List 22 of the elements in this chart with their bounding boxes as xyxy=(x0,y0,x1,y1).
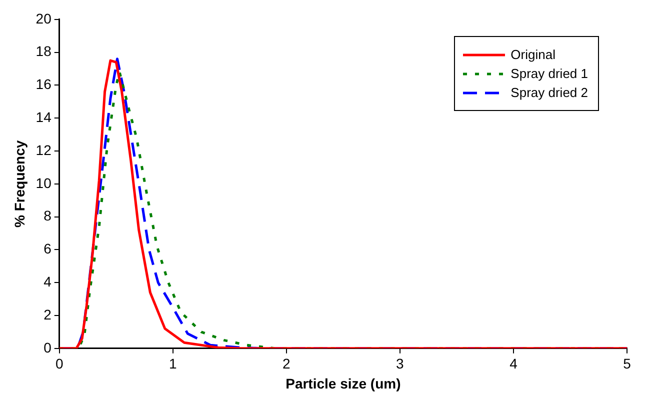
y-tick-label: 14 xyxy=(36,108,52,125)
y-tick-label: 10 xyxy=(36,174,52,191)
x-tick-label: 1 xyxy=(169,356,177,372)
y-tick-label: 20 xyxy=(36,10,52,26)
y-tick-label: 8 xyxy=(44,208,52,224)
legend-label: Spray dried 1 xyxy=(510,66,588,81)
legend-label: Original xyxy=(510,47,556,62)
legend-label: Spray dried 2 xyxy=(510,85,588,100)
y-tick-label: 12 xyxy=(36,142,52,158)
y-axis-title: % Frequency xyxy=(11,140,28,228)
x-tick-label: 3 xyxy=(396,356,404,372)
x-tick-label: 2 xyxy=(282,356,291,372)
y-tick-label: 4 xyxy=(44,273,52,290)
y-tick-label: 6 xyxy=(44,240,52,257)
y-tick-label: 16 xyxy=(36,76,52,92)
x-axis-title: Particle size (um) xyxy=(286,375,401,392)
y-tick-label: 18 xyxy=(36,43,52,60)
x-tick-label: 4 xyxy=(510,356,518,372)
y-tick-label: 2 xyxy=(44,306,52,322)
y-tick-label: 0 xyxy=(44,339,52,356)
x-tick-label: 0 xyxy=(55,356,64,372)
x-tick-label: 5 xyxy=(623,356,632,372)
